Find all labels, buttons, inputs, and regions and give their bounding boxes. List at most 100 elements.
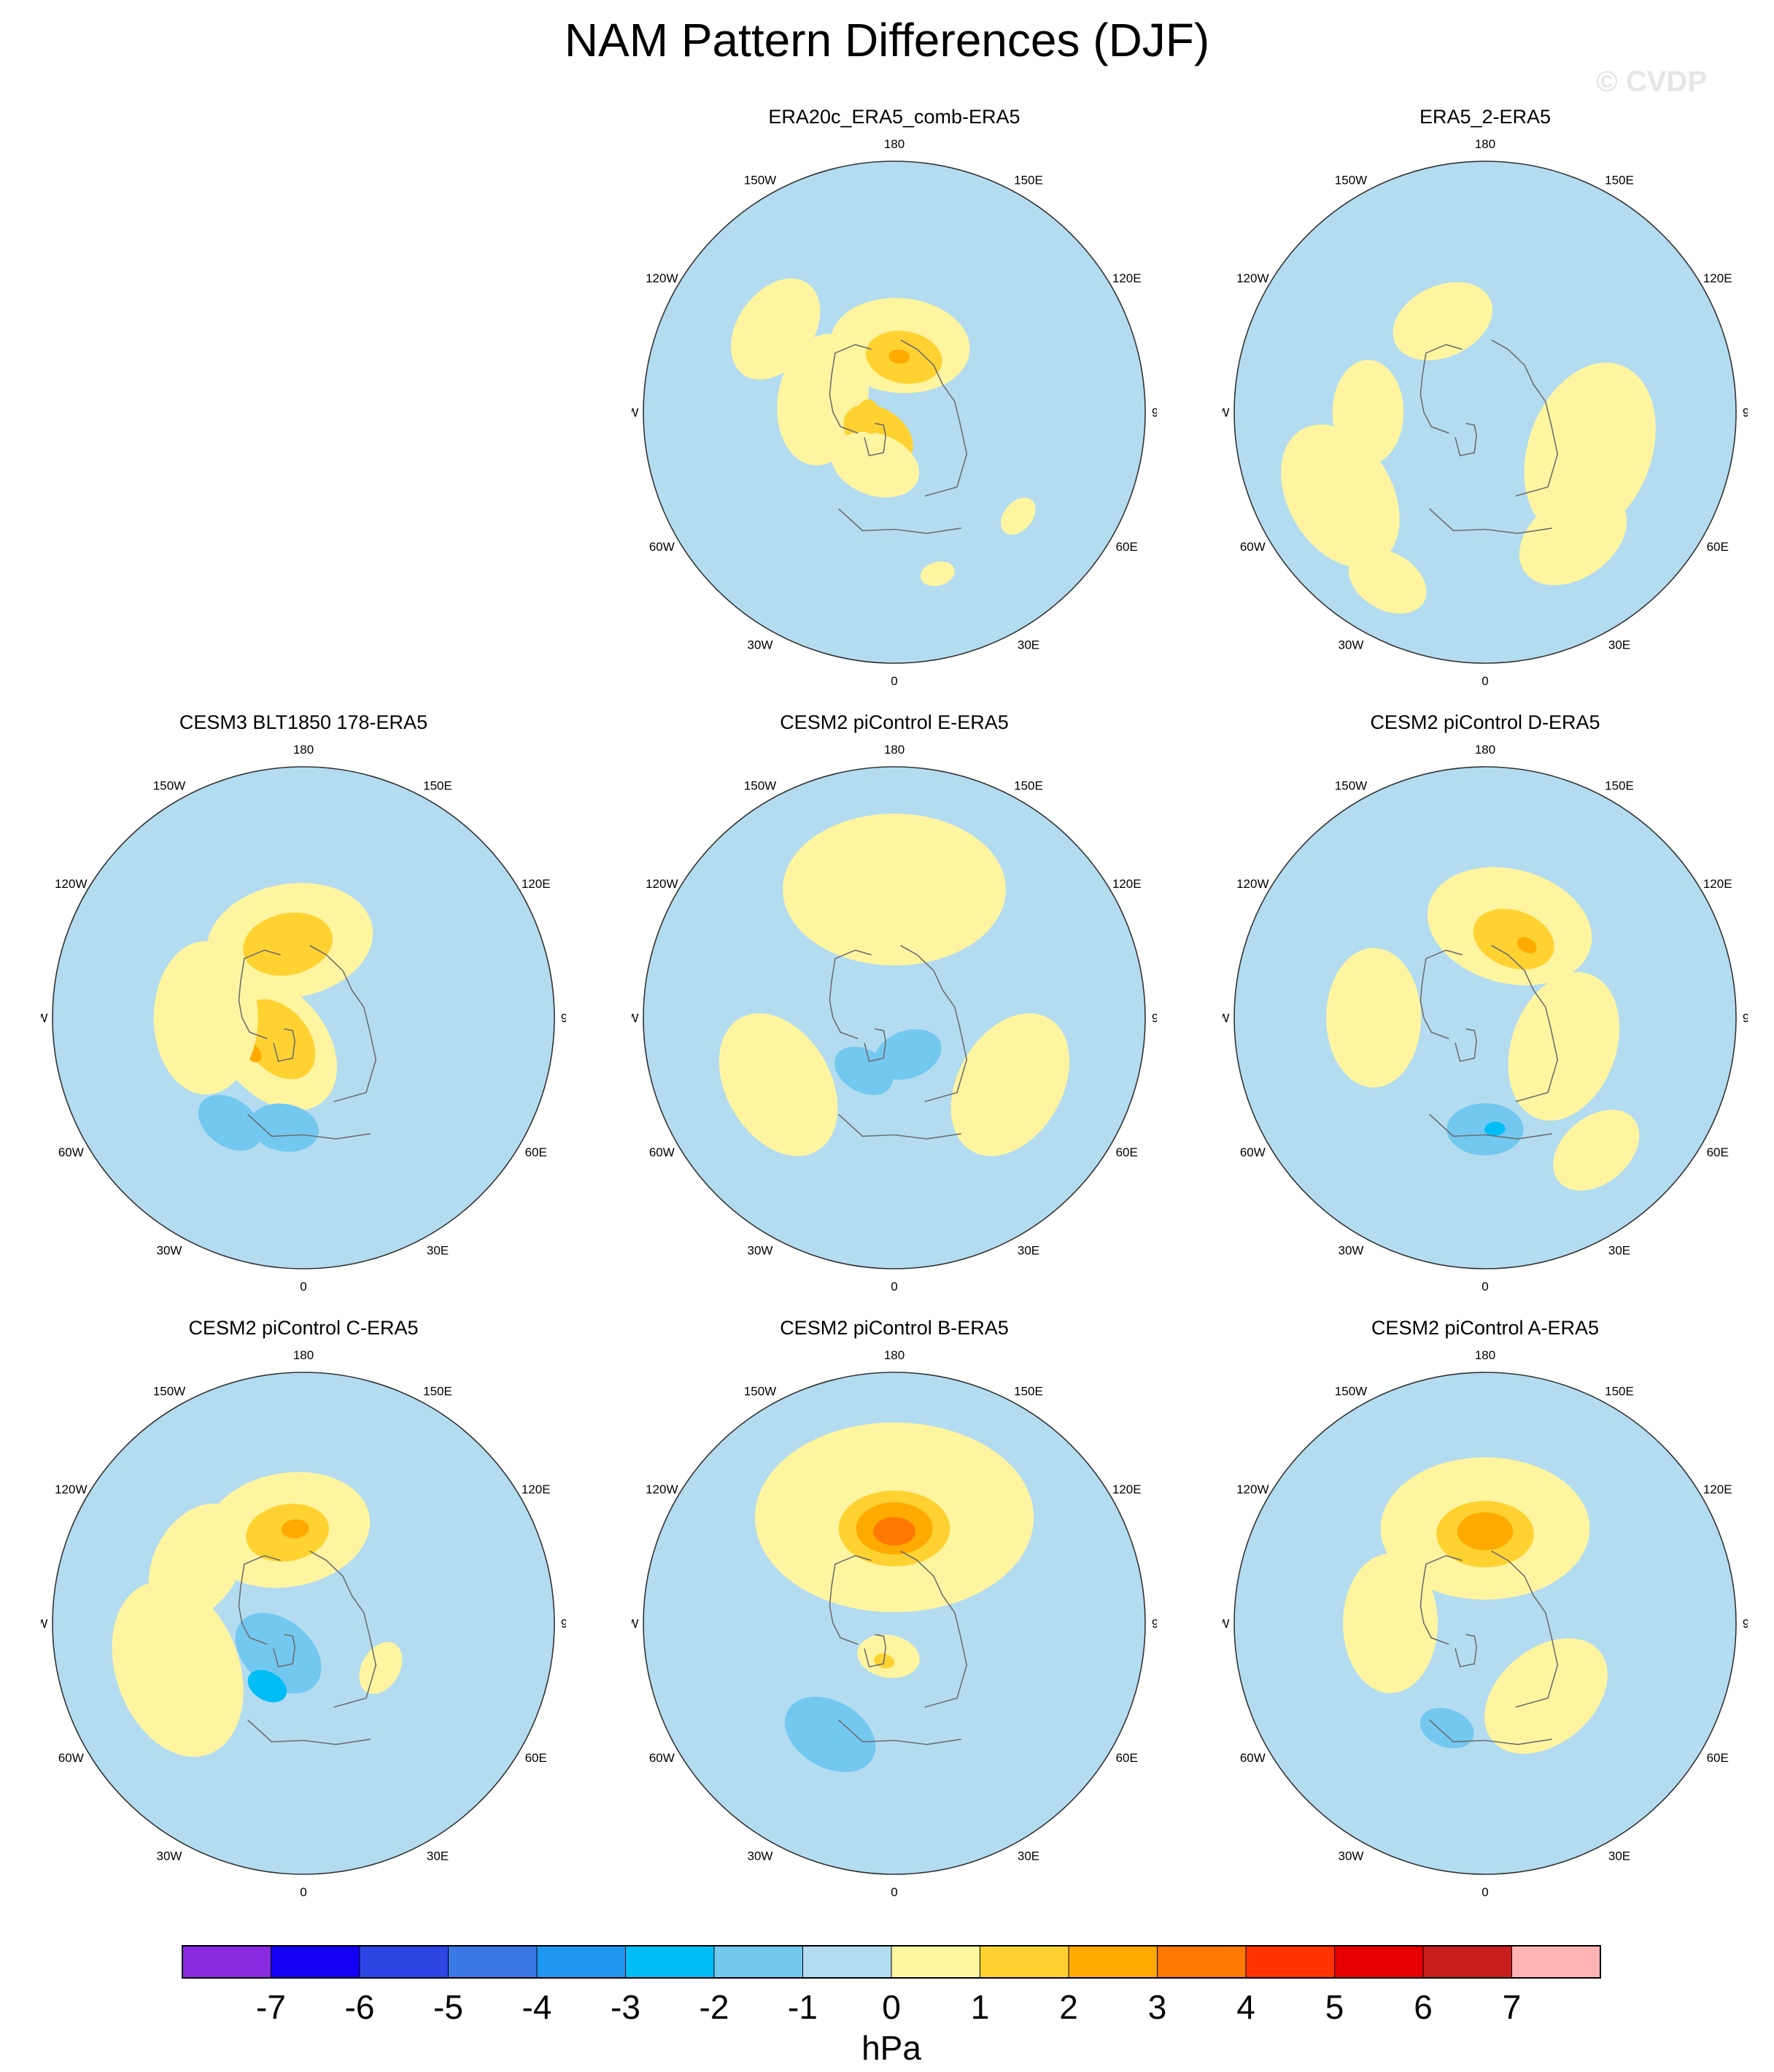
colorbar-swatch bbox=[1068, 1945, 1158, 1979]
coastline bbox=[1491, 1550, 1559, 1708]
map-border bbox=[643, 161, 1146, 664]
longitude-label: 90E bbox=[1743, 1011, 1748, 1025]
coastline bbox=[900, 339, 968, 497]
colorbar-swatch bbox=[980, 1945, 1069, 1979]
colorbar-tick-label: 1 bbox=[971, 1988, 990, 2026]
coastline bbox=[1455, 1634, 1478, 1668]
coastline bbox=[309, 1550, 377, 1708]
polar-map: 180 150E 120E 90E 60E 30E 0 30W 60W 90W 120W 150W bbox=[632, 137, 1157, 688]
coastline bbox=[309, 945, 377, 1102]
colorbar-tick-label: 5 bbox=[1325, 1988, 1344, 2026]
colorbar-swatch bbox=[891, 1945, 980, 1979]
coastline bbox=[1429, 1113, 1552, 1140]
longitude-label: 0 bbox=[1481, 1885, 1488, 1899]
panel-title: ERA20c_ERA5_comb-ERA5 bbox=[768, 106, 1020, 128]
longitude-label: 150E bbox=[1605, 1384, 1634, 1398]
field-layer bbox=[53, 1372, 554, 1874]
longitude-label: 150W bbox=[744, 1384, 776, 1398]
longitude-label: 60E bbox=[1116, 1751, 1138, 1765]
contour-region bbox=[1517, 937, 1537, 954]
colorbar-swatch bbox=[713, 1945, 803, 1979]
longitude-label: 120W bbox=[1236, 271, 1268, 285]
map-panel: CESM3 BLT1850 178-ERA5 180 150E 120E 90E 60E… bbox=[41, 711, 566, 1295]
longitude-label: 150E bbox=[423, 1384, 452, 1398]
coastline bbox=[900, 945, 968, 1102]
longitude-label: 30E bbox=[1608, 638, 1630, 652]
longitude-label: 60W bbox=[58, 1751, 84, 1765]
longitude-label: 120W bbox=[55, 1483, 87, 1496]
longitude-label: 0 bbox=[1481, 1280, 1488, 1294]
longitude-label: 60W bbox=[649, 540, 675, 554]
contour-region bbox=[920, 561, 955, 587]
background-field bbox=[643, 161, 1145, 663]
colorbar-swatch bbox=[536, 1945, 626, 1979]
panel-title: CESM2 piControl C-ERA5 bbox=[188, 1317, 419, 1339]
colorbar-tick-label: 2 bbox=[1059, 1988, 1078, 2026]
longitude-label: 60E bbox=[1707, 1751, 1729, 1765]
longitude-label: 120W bbox=[55, 877, 87, 891]
contour-region bbox=[718, 1013, 838, 1156]
panel-title: CESM2 piControl D-ERA5 bbox=[1370, 711, 1600, 733]
longitude-label: 120E bbox=[1703, 1483, 1732, 1496]
colorbar-tick-label: 4 bbox=[1236, 1988, 1255, 2026]
colorbar-swatch bbox=[1511, 1945, 1601, 1979]
contour-region bbox=[1419, 1707, 1474, 1749]
colorbar-swatch bbox=[182, 1945, 271, 1979]
coastline bbox=[1429, 1719, 1552, 1745]
longitude-label: 180 bbox=[293, 743, 314, 757]
longitude-label: 180 bbox=[1475, 1348, 1495, 1362]
coastline bbox=[864, 1634, 887, 1668]
map-border bbox=[1233, 161, 1737, 664]
coastline bbox=[1419, 1555, 1463, 1645]
longitude-label: 90W bbox=[1223, 1011, 1229, 1025]
contour-region bbox=[1553, 1110, 1640, 1191]
coastline bbox=[900, 1550, 968, 1708]
longitude-label: 120W bbox=[646, 877, 678, 891]
contour-region bbox=[247, 1669, 287, 1703]
map-panel: CESM2 piControl D-ERA5 180 150E 120E 90E 60E… bbox=[1223, 711, 1748, 1295]
longitude-label: 30W bbox=[748, 638, 773, 652]
polar-map: 180 150E 120E 90E 60E 30E 0 30W 60W 90W 120W 150W bbox=[632, 1348, 1157, 1899]
contour-region bbox=[831, 431, 920, 498]
panel-title: CESM3 BLT1850 178-ERA5 bbox=[179, 711, 428, 733]
map-panel: CESM2 piControl A-ERA5 180 150E 120E 90E 60E… bbox=[1223, 1317, 1748, 1901]
contour-region bbox=[1393, 282, 1492, 360]
longitude-label: 120E bbox=[1112, 877, 1142, 891]
colorbar-tick-label: 0 bbox=[882, 1988, 901, 2026]
polar-map: 180 150E 120E 90E 60E 30E 0 30W 60W 90W 120W 150W bbox=[41, 743, 566, 1294]
contour-region bbox=[1457, 1512, 1514, 1550]
colorbar-swatch bbox=[359, 1945, 449, 1979]
longitude-label: 180 bbox=[1475, 137, 1495, 151]
colorbar: -7 -6 -5 -4 -3 -2 -1 0 1 2 3 4 5 6 7 hPa bbox=[182, 1945, 1601, 2067]
longitude-label: 0 bbox=[300, 1280, 306, 1294]
polar-map: 180 150E 120E 90E 60E 30E 0 30W 60W 90W 120W 150W bbox=[632, 743, 1157, 1294]
longitude-label: 90E bbox=[1152, 406, 1157, 420]
longitude-label: 30W bbox=[748, 1244, 773, 1258]
main-title: NAM Pattern Differences (DJF) bbox=[564, 14, 1210, 66]
background-field bbox=[1234, 767, 1736, 1269]
coastline bbox=[1429, 508, 1552, 534]
longitude-label: 30W bbox=[1339, 1849, 1364, 1863]
coastline bbox=[864, 422, 887, 457]
longitude-label: 60W bbox=[1240, 1145, 1266, 1159]
longitude-label: 180 bbox=[884, 743, 905, 757]
longitude-label: 120W bbox=[1236, 877, 1268, 891]
map-border bbox=[52, 1372, 555, 1875]
coastline bbox=[838, 508, 961, 534]
longitude-label: 150E bbox=[1014, 173, 1043, 187]
colorbar-units: hPa bbox=[861, 2029, 921, 2067]
contour-region bbox=[153, 940, 258, 1095]
longitude-label: 150W bbox=[1335, 173, 1367, 187]
field-layer bbox=[1234, 767, 1736, 1269]
colorbar-tick-label: -6 bbox=[345, 1988, 375, 2026]
longitude-label: 180 bbox=[293, 1348, 314, 1362]
longitude-label: 90W bbox=[632, 406, 638, 420]
contour-region bbox=[1001, 498, 1036, 535]
map-panel: ERA20c_ERA5_comb-ERA5 180 150E 120E 90E 60E 3… bbox=[632, 106, 1157, 689]
coastline bbox=[1491, 339, 1559, 497]
coastline bbox=[838, 1719, 961, 1745]
coastline bbox=[864, 1028, 887, 1062]
contour-region bbox=[1524, 363, 1656, 538]
contour-region bbox=[281, 1519, 309, 1539]
contour-region bbox=[148, 1503, 246, 1620]
